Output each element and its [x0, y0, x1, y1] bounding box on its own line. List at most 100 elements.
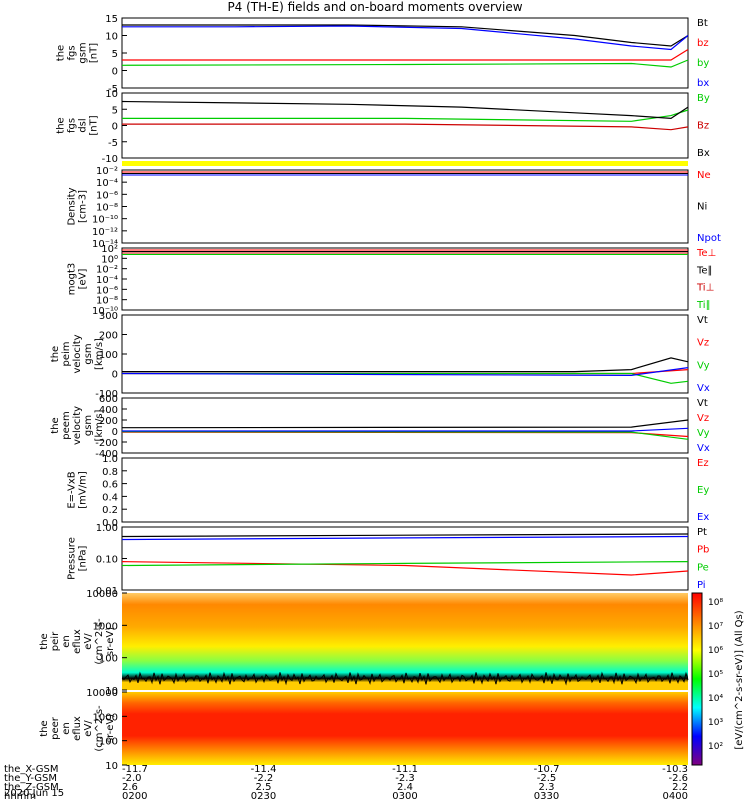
y-label-line: eflux — [72, 716, 83, 741]
y-tick-label: 5 — [112, 105, 118, 116]
spectrogram-peak-trace — [121, 671, 689, 686]
legend-Vy: Vy — [697, 428, 710, 439]
legend-Bt: Bt — [697, 18, 708, 29]
series-line-Vt — [122, 357, 689, 373]
y-tick-label: 10 — [105, 32, 118, 43]
series-line-Vx — [121, 367, 689, 377]
y-tick-label: 0.10 — [96, 555, 118, 566]
colorbar-tick: 10⁸ — [708, 598, 723, 608]
series-line-Pb — [121, 561, 689, 576]
y-tick-label: 100 — [99, 350, 118, 361]
series-line-Pi — [121, 535, 689, 541]
x-tick-value: -2.3 — [395, 773, 415, 784]
y-label-line: fgs — [67, 118, 78, 133]
y-tick-label: 0 — [112, 67, 118, 78]
panel-frame-peimvel — [121, 314, 689, 394]
legend-Vz: Vz — [697, 338, 709, 349]
y-tick-label: 10⁰ — [101, 254, 118, 265]
x-row-label: hhmm — [4, 791, 36, 800]
y-label-line: [nPa] — [78, 545, 89, 571]
x-tick-value: 0330 — [534, 791, 559, 800]
x-tick-value: 0400 — [663, 791, 688, 800]
y-tick-label: 400 — [99, 405, 118, 416]
y-label-line: velocity — [72, 406, 83, 445]
legend-Vz: Vz — [697, 413, 709, 424]
y-label-line: [eV] — [78, 269, 89, 290]
y-tick-label: 600 — [99, 394, 118, 405]
y-tick-label: 0.0 — [102, 518, 118, 529]
y-tick-label: -10 — [102, 154, 118, 165]
legend-Vt: Vt — [697, 315, 708, 326]
x-tick-value: 2.3 — [539, 782, 555, 793]
y-label-line: [cm-3] — [78, 190, 89, 223]
y-tick-label: 0 — [112, 122, 118, 133]
legend-Te∥: Te∥ — [696, 265, 713, 276]
y-tick-label: 1000 — [93, 712, 118, 723]
legend-Pi: Pi — [697, 580, 706, 591]
legend-by: by — [697, 58, 709, 69]
legend-Ti∥: Ti∥ — [696, 300, 711, 311]
x-tick-value: -10.7 — [534, 764, 560, 775]
y-tick-label: -5 — [108, 84, 118, 95]
y-label-line: the — [39, 720, 50, 736]
legend-Npot: Npot — [697, 233, 721, 244]
legend-Ni: Ni — [697, 202, 707, 213]
legend-bz: bz — [697, 38, 709, 49]
legend-Bz: Bz — [697, 121, 709, 132]
y-axis-label: thepeerenefluxeV/(cm^2-s-sr-eV) — [39, 705, 116, 752]
y-tick-label: 10⁻⁴ — [96, 275, 118, 286]
y-label-line: Pressure — [67, 537, 78, 580]
y-label-line: the — [50, 346, 61, 362]
y-tick-label: 0.01 — [96, 586, 118, 597]
y-label-line: eV/ — [83, 633, 94, 650]
legend-Vt: Vt — [697, 398, 708, 409]
series-line-By — [122, 109, 689, 122]
panel-frame-efield — [121, 457, 689, 523]
y-tick-label: 10⁻⁴ — [96, 178, 118, 189]
y-tick-label: 10⁻⁶ — [96, 190, 118, 201]
panel-frame-fgs — [121, 17, 689, 89]
spectrogram-peer — [122, 692, 688, 765]
x-tick-value: 2.2 — [672, 782, 688, 793]
series-line-Vx — [122, 427, 689, 432]
y-tick-label: 10⁻⁸ — [96, 203, 118, 214]
series-line-Vy — [121, 431, 689, 440]
y-axis-label: thepeimvelocitygsm[km/s] — [50, 334, 105, 373]
x-tick-value: -2.5 — [537, 773, 557, 784]
legend-Vx: Vx — [697, 383, 710, 394]
legend-Ti⊥: Ti⊥ — [696, 283, 714, 294]
y-label-line: dsl — [78, 118, 89, 132]
colorbar-tick: 10² — [708, 742, 723, 752]
y-tick-label: 10000 — [86, 688, 118, 699]
y-tick-label: 1.0 — [102, 454, 118, 465]
series-line-Pt — [121, 533, 689, 538]
x-tick-value: -2.2 — [254, 773, 274, 784]
y-tick-label: 0.8 — [102, 467, 118, 478]
x-tick-value: -11.1 — [392, 764, 418, 775]
y-axis-label: thefgsgsm[nT] — [56, 42, 100, 63]
y-tick-label: -5 — [108, 138, 118, 149]
y-tick-label: 300 — [99, 311, 118, 322]
x-row-label: the_Z-GSM — [4, 782, 59, 793]
series-line-by — [121, 59, 689, 68]
y-axis-label: thepeirenefluxeV/(cm^2-s-sr-eV) — [39, 618, 116, 665]
y-label-line: sr-eV) — [105, 627, 116, 656]
legend-Te⊥: Te⊥ — [696, 248, 716, 259]
y-tick-label: 0.6 — [102, 480, 118, 491]
y-tick-label: 10⁻⁶ — [96, 285, 118, 296]
y-label-line: the — [39, 633, 50, 649]
series-line-Vt — [121, 419, 689, 429]
quality-flag-bar — [122, 161, 688, 166]
legend-Pb: Pb — [697, 545, 709, 556]
y-axis-label: E=-VxB[mV/m] — [67, 471, 89, 509]
y-tick-label: 0.4 — [102, 492, 118, 503]
y-label-line: peem — [61, 411, 72, 439]
y-label-line: eflux — [72, 629, 83, 654]
y-tick-label: 5 — [112, 49, 118, 60]
x-tick-value: 2.4 — [397, 782, 413, 793]
y-label-line: en — [61, 722, 72, 735]
colorbar-tick: 10⁶ — [708, 646, 723, 656]
colorbar-tick: 10⁷ — [708, 622, 723, 632]
y-tick-label: 15 — [105, 14, 118, 25]
y-label-line: velocity — [72, 334, 83, 373]
